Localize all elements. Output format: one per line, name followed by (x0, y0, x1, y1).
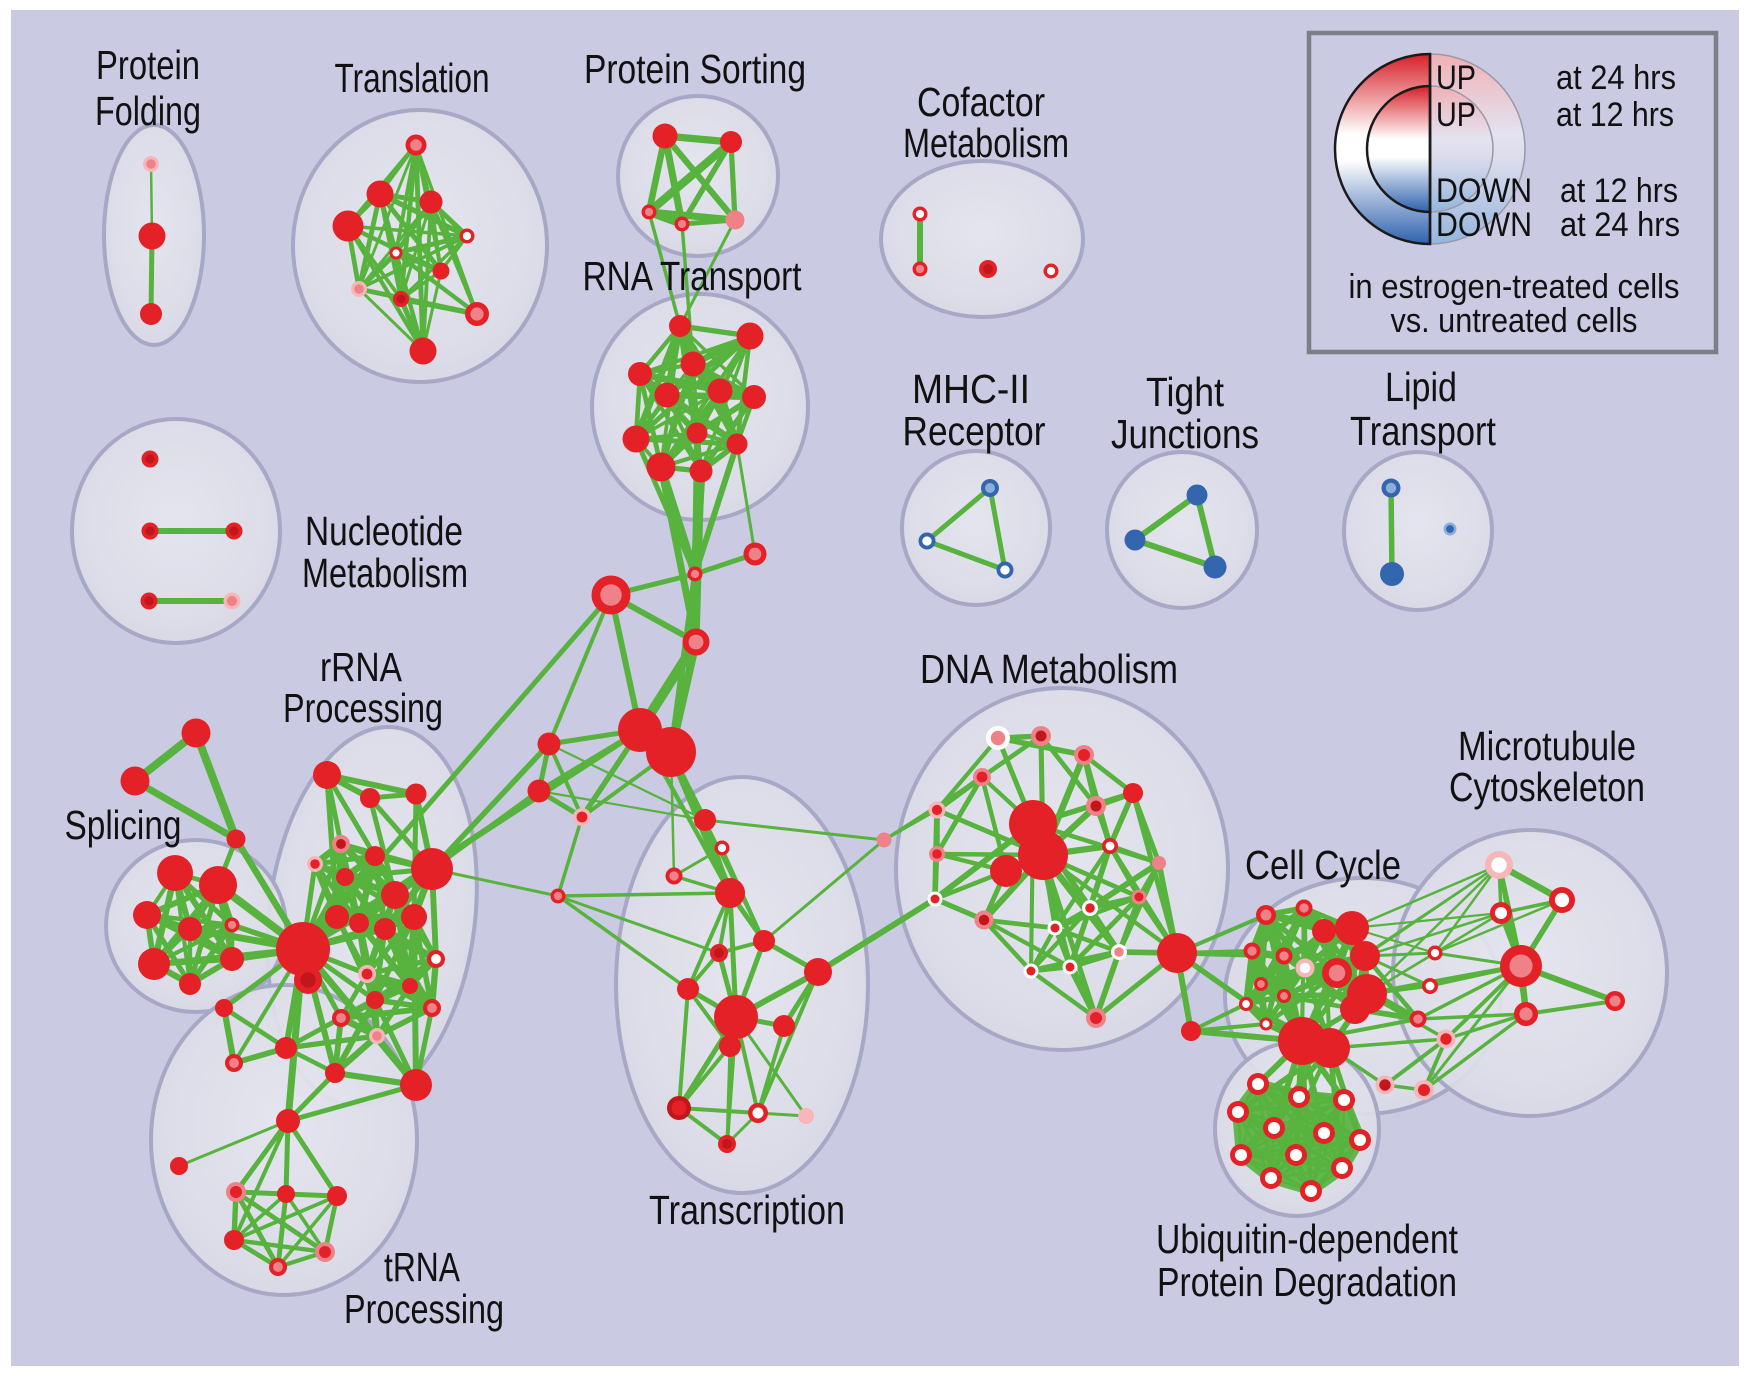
svg-text:UP: UP (1436, 96, 1476, 134)
svg-text:Junctions: Junctions (1111, 411, 1259, 457)
svg-text:vs. untreated cells: vs. untreated cells (1391, 302, 1638, 340)
svg-text:in estrogen-treated cells: in estrogen-treated cells (1349, 268, 1680, 306)
svg-text:at 24 hrs: at 24 hrs (1556, 59, 1676, 97)
svg-text:Processing: Processing (344, 1286, 504, 1332)
svg-text:Ubiquitin-dependent: Ubiquitin-dependent (1156, 1216, 1458, 1262)
svg-text:DNA Metabolism: DNA Metabolism (920, 646, 1178, 692)
svg-text:Cell Cycle: Cell Cycle (1245, 842, 1401, 888)
svg-text:Protein: Protein (96, 42, 200, 88)
svg-text:rRNA: rRNA (320, 644, 403, 690)
svg-text:at 12 hrs: at 12 hrs (1560, 172, 1678, 210)
svg-text:Transcription: Transcription (649, 1187, 845, 1233)
svg-text:Protein Degradation: Protein Degradation (1157, 1259, 1457, 1305)
svg-text:Microtubule: Microtubule (1458, 723, 1636, 769)
svg-text:Receptor: Receptor (903, 408, 1046, 454)
svg-text:Tight: Tight (1146, 369, 1225, 415)
svg-text:RNA Transport: RNA Transport (583, 253, 802, 299)
svg-text:Transport: Transport (1350, 408, 1497, 454)
svg-text:MHC-II: MHC-II (912, 366, 1030, 412)
svg-text:Metabolism: Metabolism (302, 550, 468, 596)
svg-text:Cytoskeleton: Cytoskeleton (1449, 764, 1645, 810)
svg-text:Folding: Folding (95, 88, 201, 134)
svg-text:at 24 hrs: at 24 hrs (1560, 206, 1680, 244)
svg-text:Lipid: Lipid (1385, 364, 1457, 410)
svg-text:DOWN: DOWN (1436, 206, 1532, 244)
svg-text:Translation: Translation (335, 55, 490, 101)
svg-text:Metabolism: Metabolism (903, 120, 1069, 166)
svg-text:tRNA: tRNA (384, 1244, 460, 1290)
svg-text:Protein Sorting: Protein Sorting (584, 46, 806, 92)
svg-text:Nucleotide: Nucleotide (305, 508, 463, 554)
svg-text:UP: UP (1436, 59, 1476, 97)
svg-text:Cofactor: Cofactor (917, 79, 1045, 125)
svg-text:Splicing: Splicing (65, 802, 182, 848)
svg-text:DOWN: DOWN (1436, 172, 1532, 210)
svg-text:Processing: Processing (283, 685, 443, 731)
svg-text:at 12 hrs: at 12 hrs (1556, 96, 1674, 134)
